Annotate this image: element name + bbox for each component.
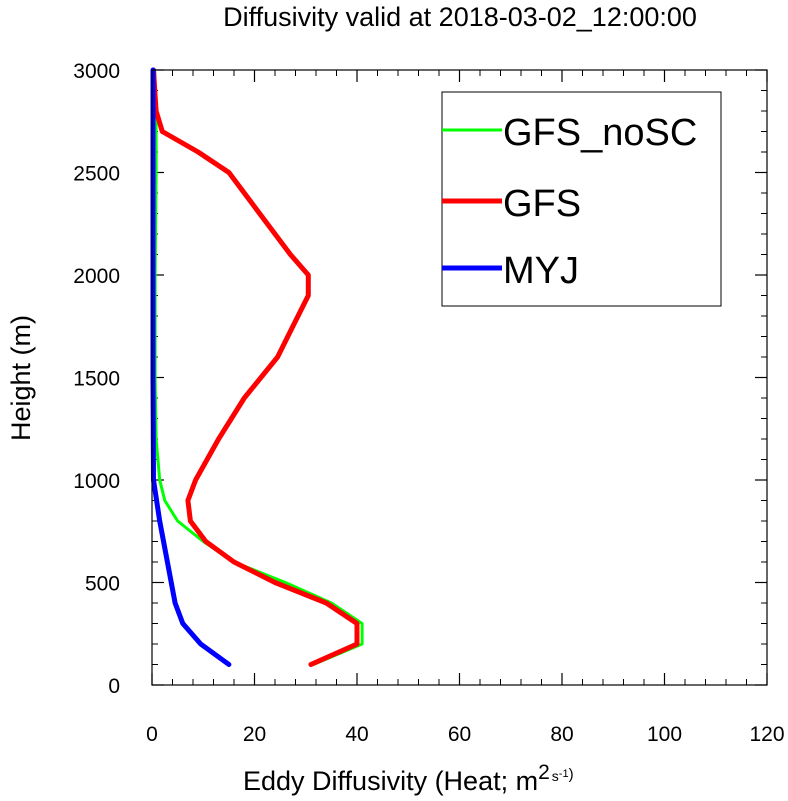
y-tick-label: 500	[85, 573, 120, 596]
x-tick-label: 0	[146, 723, 158, 746]
y-tick-labels: 0 500 1000 1500 2000 2500 3000	[73, 60, 120, 698]
plot-frame	[151, 69, 768, 686]
y-tick-label: 1000	[73, 470, 120, 493]
x-tick-label: 120	[749, 723, 784, 746]
y-tick-label: 3000	[73, 60, 120, 83]
x-tick-label: 60	[448, 723, 471, 746]
series-line-gfs	[151, 67, 360, 667]
series-line-myj	[150, 67, 232, 667]
x-axis-label-sup-s: s	[552, 768, 559, 784]
chart-title: Diffusivity valid at 2018-03-02_12:00:00	[223, 2, 697, 32]
x-axis-label-sup-neg1: -1	[559, 768, 569, 780]
x-axis-label-main: Eddy Diffusivity (Heat; m	[243, 766, 538, 796]
x-axis-label: Eddy Diffusivity (Heat; m2 s-1)	[243, 761, 574, 796]
y-tick-label: 0	[108, 675, 120, 698]
x-axis-label-sup-2: 2	[538, 761, 550, 784]
legend-label-gfs-nosc: GFS_noSC	[503, 112, 697, 154]
x-tick-label: 40	[345, 723, 368, 746]
x-tick-labels: 0 20 40 60 80 100 120	[146, 723, 784, 746]
series-line-gfs-nosc	[153, 68, 364, 666]
legend: GFS_noSC GFS MYJ	[441, 91, 722, 307]
x-tick-label: 80	[550, 723, 573, 746]
x-axis-label-close: )	[569, 766, 574, 783]
y-tick-label: 2000	[73, 265, 120, 288]
legend-label-myj: MYJ	[503, 250, 579, 292]
x-tick-label: 20	[243, 723, 266, 746]
y-tick-label: 1500	[73, 368, 120, 391]
x-tick-label: 100	[647, 723, 682, 746]
legend-label-gfs: GFS	[503, 183, 581, 225]
series-lines	[150, 67, 364, 667]
y-axis-label: Height (m)	[6, 315, 36, 441]
y-tick-label: 2500	[73, 163, 120, 186]
